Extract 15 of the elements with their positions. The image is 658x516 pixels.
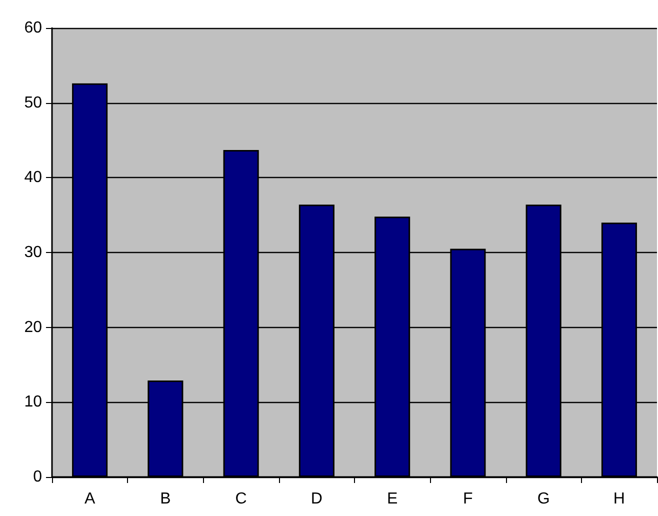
x-tick-label: A: [84, 490, 96, 508]
y-tick-label: 40: [24, 169, 42, 186]
x-tick-label: C: [235, 490, 247, 508]
y-tick-label: 10: [24, 394, 42, 411]
x-tick-label: D: [310, 490, 322, 508]
y-tick-label: 0: [33, 468, 42, 486]
x-tick-label: G: [537, 490, 550, 508]
y-tick-label: 50: [24, 94, 42, 112]
x-tick-label: E: [386, 490, 398, 508]
y-tick-label: 20: [24, 318, 42, 336]
y-tick-label: 60: [24, 20, 42, 36]
x-tick-label: F: [463, 490, 474, 508]
x-tick-label: H: [613, 490, 625, 508]
x-tick-label: B: [160, 490, 171, 508]
y-tick-label: 30: [24, 244, 42, 261]
